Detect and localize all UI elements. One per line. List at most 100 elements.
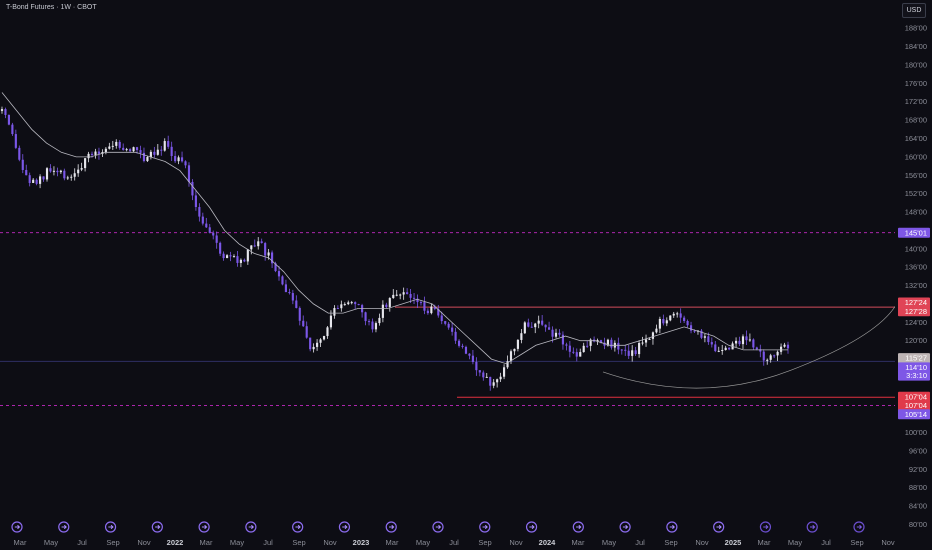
event-marker-icon[interactable] xyxy=(292,521,304,533)
candle-body xyxy=(599,340,603,343)
candle-body xyxy=(783,344,786,347)
candle-body xyxy=(544,324,547,328)
event-marker-icon[interactable] xyxy=(666,521,678,533)
event-marker-icon[interactable] xyxy=(619,521,631,533)
candle-body xyxy=(776,351,779,356)
time-tick-label: Mar xyxy=(386,538,399,547)
candle-body xyxy=(295,300,298,308)
event-marker-icon[interactable] xyxy=(806,521,818,533)
event-marker-icon[interactable] xyxy=(104,521,117,533)
candle-body xyxy=(724,347,727,350)
candle-body xyxy=(617,342,620,350)
time-tick-label: 2025 xyxy=(725,538,742,547)
candle-body xyxy=(603,342,606,346)
event-marker-icon[interactable] xyxy=(11,521,23,533)
event-marker-icon[interactable] xyxy=(853,521,865,533)
candle-body xyxy=(693,330,696,332)
event-marker-icon[interactable] xyxy=(338,521,351,533)
candle-body xyxy=(153,151,156,155)
event-marker-icon[interactable] xyxy=(151,521,163,533)
event-marker-ring xyxy=(619,521,631,533)
candle-body xyxy=(177,157,180,162)
time-tick-label: May xyxy=(788,538,802,547)
candle-body xyxy=(513,348,516,352)
candle-body xyxy=(291,293,294,301)
candle-body xyxy=(305,326,308,338)
price-label-text: 105'14 xyxy=(905,410,927,419)
candle-body xyxy=(167,141,170,147)
event-marker-ring xyxy=(198,521,210,533)
candle-body xyxy=(239,259,242,263)
currency-button[interactable]: USD xyxy=(902,3,926,18)
candle-body xyxy=(669,315,672,321)
candle-body xyxy=(679,313,682,318)
candle-body xyxy=(638,343,641,355)
candle-body xyxy=(260,241,263,244)
candle-body xyxy=(402,292,405,295)
candle-body xyxy=(478,370,481,373)
candle-body xyxy=(149,151,152,158)
time-tick-label: Nov xyxy=(509,538,523,547)
event-marker-icon[interactable] xyxy=(58,521,70,533)
candle-body xyxy=(73,173,76,177)
candle-body xyxy=(707,336,710,343)
candle-body xyxy=(160,149,163,151)
candle-body xyxy=(509,351,513,362)
candle-body xyxy=(388,298,391,307)
price-axis[interactable]: 188'00 184'00 180'00 176'00 172'00 168'00 164'… xyxy=(895,0,932,550)
candle-body xyxy=(77,169,80,174)
event-marker-ring xyxy=(525,521,538,533)
candle-body xyxy=(644,339,648,343)
time-axis[interactable]: Mar May Jul Sep Nov 2022 Mar May Jul Sep Nov 2023 Ma… xyxy=(11,521,895,547)
event-marker-icon[interactable] xyxy=(245,521,257,533)
candle-body xyxy=(516,339,519,349)
event-marker-icon[interactable] xyxy=(479,521,491,533)
candle-body xyxy=(672,313,675,316)
moving-average-line xyxy=(1,92,788,365)
candle-body xyxy=(267,252,270,256)
candle-body xyxy=(676,313,679,315)
price-label-text: 145'01 xyxy=(905,228,927,237)
price-tick-label: 156'00 xyxy=(905,171,927,180)
event-marker-ring xyxy=(713,521,725,533)
candle-body xyxy=(329,315,333,328)
event-marker-arrow xyxy=(576,524,582,530)
price-tick-label: 96'00 xyxy=(909,446,927,455)
candle-body xyxy=(665,320,668,324)
candle-body xyxy=(364,312,367,322)
candle-body xyxy=(111,145,114,147)
price-tick-label: 148'00 xyxy=(905,208,927,217)
event-marker-icon[interactable] xyxy=(713,521,725,533)
event-marker-icon[interactable] xyxy=(432,521,444,533)
time-tick-label: 2024 xyxy=(539,538,557,547)
price-label-tag xyxy=(898,306,930,317)
event-marker-arrow xyxy=(856,524,863,530)
candle-body xyxy=(118,141,121,148)
candle-body xyxy=(759,349,762,352)
event-marker-icon[interactable] xyxy=(759,521,772,533)
price-tick-label: 184'00 xyxy=(905,42,927,51)
candle-body xyxy=(142,152,146,162)
event-marker-ring xyxy=(104,521,117,533)
candle-body xyxy=(634,350,637,355)
event-marker-icon[interactable] xyxy=(385,521,397,533)
event-marker-icon[interactable] xyxy=(525,521,538,533)
candle-body xyxy=(374,323,378,330)
price-tick-label: 168'00 xyxy=(905,116,927,125)
event-marker-arrow xyxy=(61,524,67,530)
candle-body xyxy=(426,310,429,314)
candle-body xyxy=(721,349,724,351)
time-tick-label: Mar xyxy=(758,538,771,547)
time-tick-label: Mar xyxy=(14,538,27,547)
candle-body xyxy=(281,276,284,285)
candle-body xyxy=(146,157,149,162)
candle-body xyxy=(534,323,537,328)
candle-body xyxy=(219,242,222,254)
price-label-tag xyxy=(898,370,930,381)
candle-body xyxy=(385,304,388,307)
candle-body xyxy=(232,256,236,258)
candle-body xyxy=(163,141,166,151)
event-marker-icon[interactable] xyxy=(572,521,584,533)
event-marker-icon[interactable] xyxy=(198,521,210,533)
